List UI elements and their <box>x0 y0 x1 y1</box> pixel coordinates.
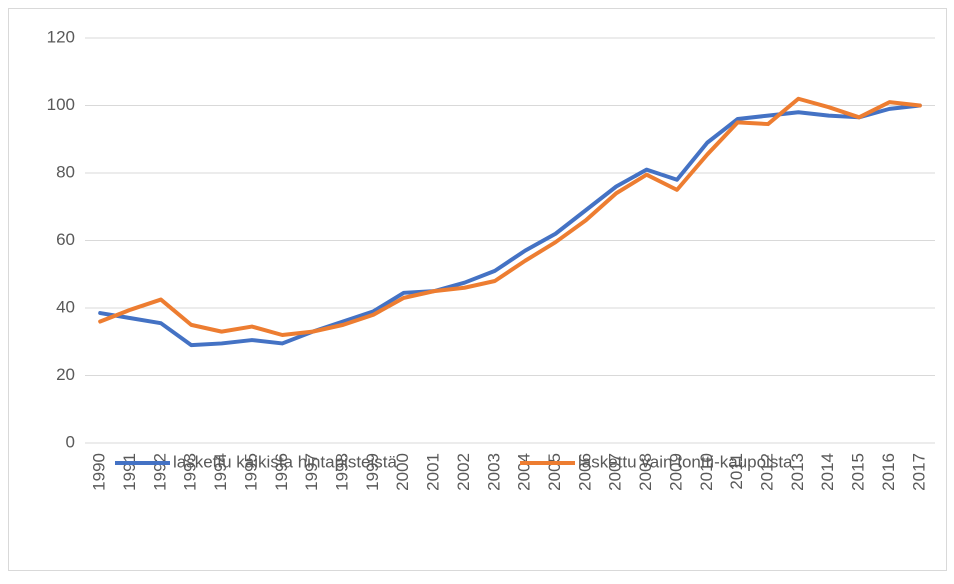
legend-label: laskettu vain tontti-kaupoista <box>578 452 793 471</box>
x-tick-label: 2004 <box>515 453 534 491</box>
y-tick-label: 100 <box>47 95 75 114</box>
x-tick-label: 1999 <box>363 453 382 491</box>
chart-border <box>8 8 947 571</box>
x-tick-label: 1998 <box>333 453 352 491</box>
x-tick-label: 2013 <box>788 453 807 491</box>
series-line <box>98 96 922 337</box>
y-tick-label: 40 <box>56 297 75 316</box>
y-tick-label: 20 <box>56 365 75 384</box>
legend-label: laskettu kaikista hintapisteistä <box>173 452 397 471</box>
x-tick-label: 1995 <box>241 453 260 491</box>
x-tick-label: 2015 <box>849 453 868 491</box>
x-tick-label: 1992 <box>150 453 169 491</box>
x-tick-label: 2003 <box>484 453 503 491</box>
x-tick-label: 2014 <box>818 453 837 491</box>
y-tick-label: 0 <box>66 432 75 451</box>
x-tick-label: 2001 <box>424 453 443 491</box>
x-tick-label: 2005 <box>545 453 564 491</box>
x-tick-label: 2011 <box>727 453 746 490</box>
x-tick-label: 1993 <box>181 453 200 491</box>
x-tick-label: 2016 <box>879 453 898 491</box>
x-tick-label: 1990 <box>90 453 109 491</box>
y-tick-label: 80 <box>56 162 75 181</box>
x-tick-label: 2009 <box>666 453 685 491</box>
x-tick-label: 2012 <box>758 453 777 491</box>
y-tick-label: 120 <box>47 27 75 46</box>
x-tick-label: 1991 <box>120 453 139 491</box>
y-tick-label: 60 <box>56 230 75 249</box>
x-tick-label: 1997 <box>302 453 321 491</box>
x-tick-label: 2008 <box>636 453 655 491</box>
x-tick-label: 2010 <box>697 453 716 491</box>
x-tick-label: 2017 <box>909 453 928 491</box>
x-tick-label: 2002 <box>454 453 473 491</box>
x-tick-label: 2006 <box>575 453 594 491</box>
x-tick-label: 2000 <box>393 453 412 491</box>
x-tick-label: 1994 <box>211 453 230 491</box>
x-tick-label: 2007 <box>606 453 625 491</box>
x-tick-label: 1996 <box>272 453 291 491</box>
